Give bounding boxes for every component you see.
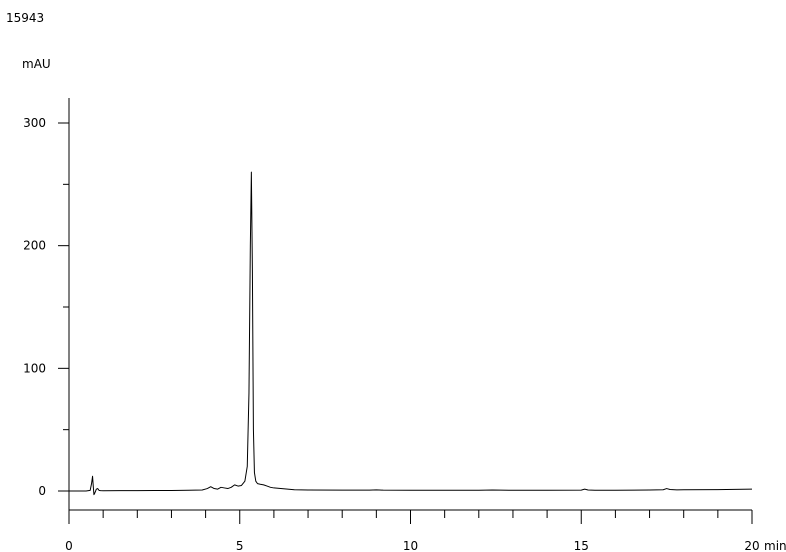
y-tick-label: 100 [23, 361, 46, 375]
y-tick-label: 200 [23, 239, 46, 253]
x-tick-label: 5 [236, 539, 244, 552]
chart-axes [68, 98, 752, 511]
sample-id-label: 15943 [6, 11, 45, 25]
x-axis-ticks: 0 5 10 15 20 min [65, 510, 786, 552]
y-axis-ticks: 0 100 200 300 [23, 116, 69, 498]
x-tick-label: 10 [403, 539, 418, 552]
chart-traces [69, 171, 753, 496]
y-axis-unit-label: mAU [22, 57, 51, 71]
x-tick-label: 15 [574, 539, 589, 552]
x-tick-label: 0 [65, 539, 73, 552]
chromatogram-trace [69, 171, 753, 496]
x-tick-label: 20 [744, 539, 759, 552]
y-tick-label: 300 [23, 116, 46, 130]
x-axis-unit-label: min [764, 539, 786, 552]
y-tick-label: 0 [38, 484, 46, 498]
